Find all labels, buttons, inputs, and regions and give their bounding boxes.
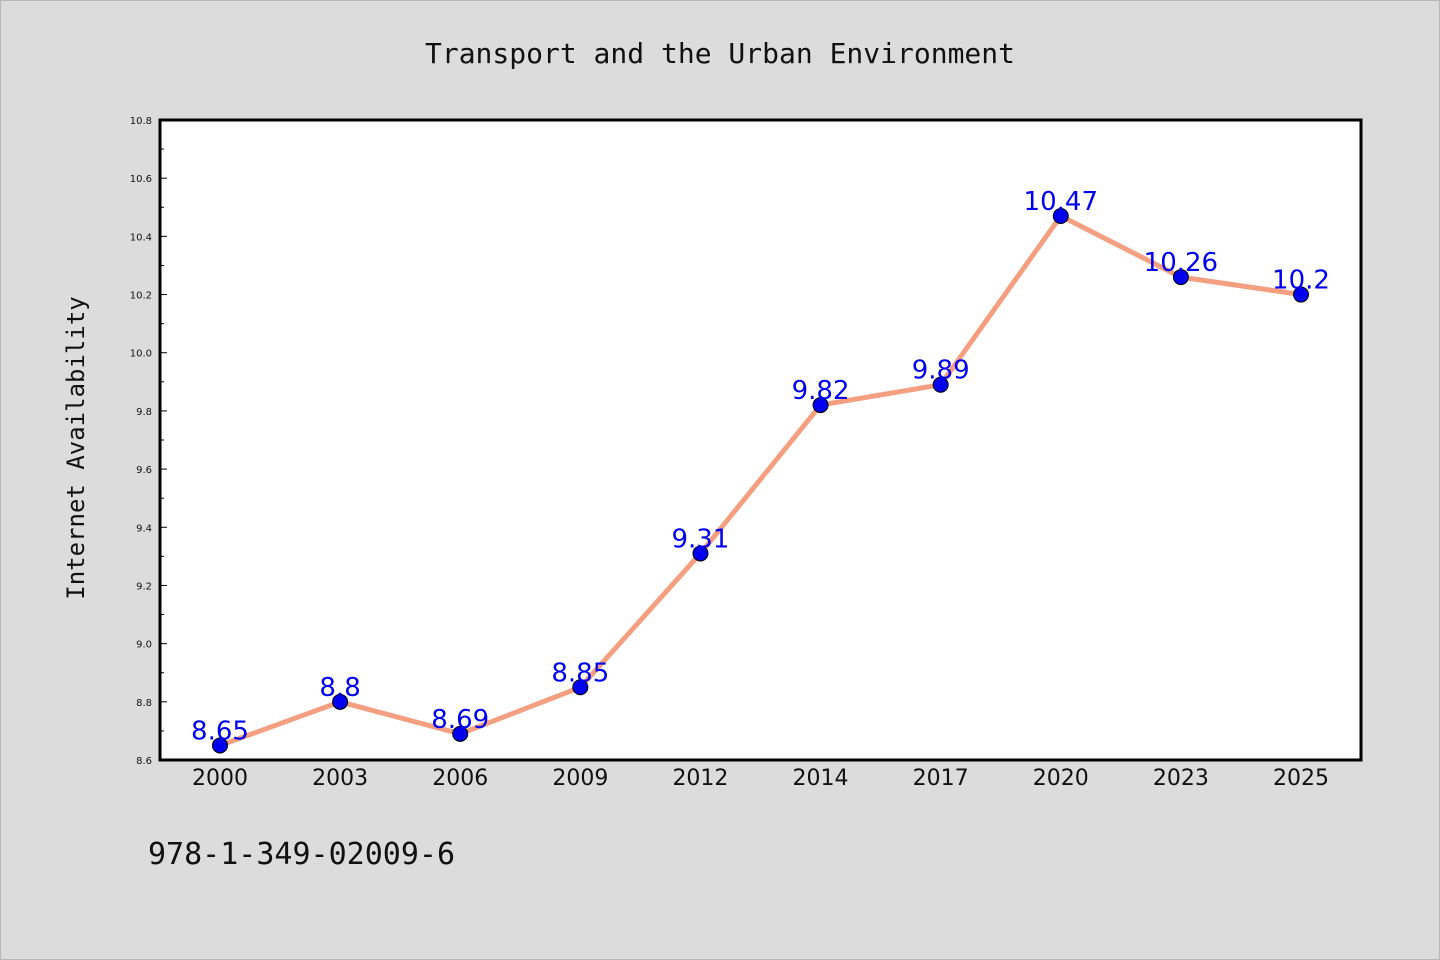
data-point <box>1293 286 1309 303</box>
data-point <box>932 376 949 393</box>
data-point <box>812 397 829 414</box>
x-tick-label: 2025 <box>1273 766 1329 791</box>
data-point <box>452 725 469 742</box>
y-tick-label: 10.6 <box>130 174 152 185</box>
data-label: 8.8 <box>319 673 360 703</box>
data-point <box>212 737 228 754</box>
data-point <box>692 545 709 562</box>
x-tick-label: 2003 <box>312 766 368 791</box>
data-point <box>1172 269 1189 286</box>
y-tick-label: 9.0 <box>136 640 152 651</box>
y-tick-label: 10.2 <box>130 291 152 302</box>
y-tick-label: 9.6 <box>136 465 152 476</box>
x-tick-label: 2017 <box>913 766 969 791</box>
data-label: 8.65 <box>191 716 249 746</box>
y-tick-label: 8.6 <box>136 756 152 767</box>
y-tick-label: 9.4 <box>136 523 152 534</box>
y-tick-label: 10.8 <box>130 116 152 127</box>
data-label: 10.2 <box>1272 266 1330 296</box>
data-label: 10.26 <box>1144 248 1218 278</box>
x-tick-label: 2023 <box>1153 766 1209 791</box>
x-tick-label: 2020 <box>1033 766 1089 791</box>
y-tick-label: 8.8 <box>136 698 152 709</box>
data-label: 9.89 <box>912 356 970 386</box>
data-label: 10.47 <box>1024 187 1098 217</box>
data-labels: 8.65 8.8 8.69 8.85 9.31 9.82 9.89 10.47 10.26 10.… <box>191 187 1330 746</box>
x-tick-label: 2006 <box>432 766 488 791</box>
data-label: 8.69 <box>431 705 489 735</box>
chart-title: Transport and the Urban Environment <box>425 37 1015 70</box>
data-label: 9.31 <box>671 524 729 554</box>
data-series <box>212 208 1309 754</box>
y-tick-label: 10.0 <box>130 349 152 360</box>
plot-border <box>158 118 1363 762</box>
series-line <box>217 213 1304 748</box>
x-tick-label: 2000 <box>192 766 248 791</box>
data-point <box>572 679 589 696</box>
axis-ticks: 8.6 8.8 9.0 9.2 9.4 9.6 9.8 10.0 10.2 10.4 10.6 10.… <box>130 116 1329 791</box>
y-tick-label: 10.4 <box>130 232 152 243</box>
data-point <box>1052 208 1069 224</box>
data-label: 9.82 <box>792 376 850 406</box>
plot-area <box>160 120 1361 760</box>
data-label: 8.85 <box>551 658 609 688</box>
y-tick-label: 9.2 <box>136 581 152 592</box>
x-tick-label: 2014 <box>793 766 849 791</box>
isbn-text: 978-1-349-02009-6 <box>148 837 455 872</box>
x-tick-label: 2009 <box>552 766 608 791</box>
data-point <box>332 693 349 710</box>
y-axis-label: Internet Availability <box>62 296 90 599</box>
x-tick-label: 2012 <box>672 766 728 791</box>
y-tick-label: 9.8 <box>136 407 152 418</box>
